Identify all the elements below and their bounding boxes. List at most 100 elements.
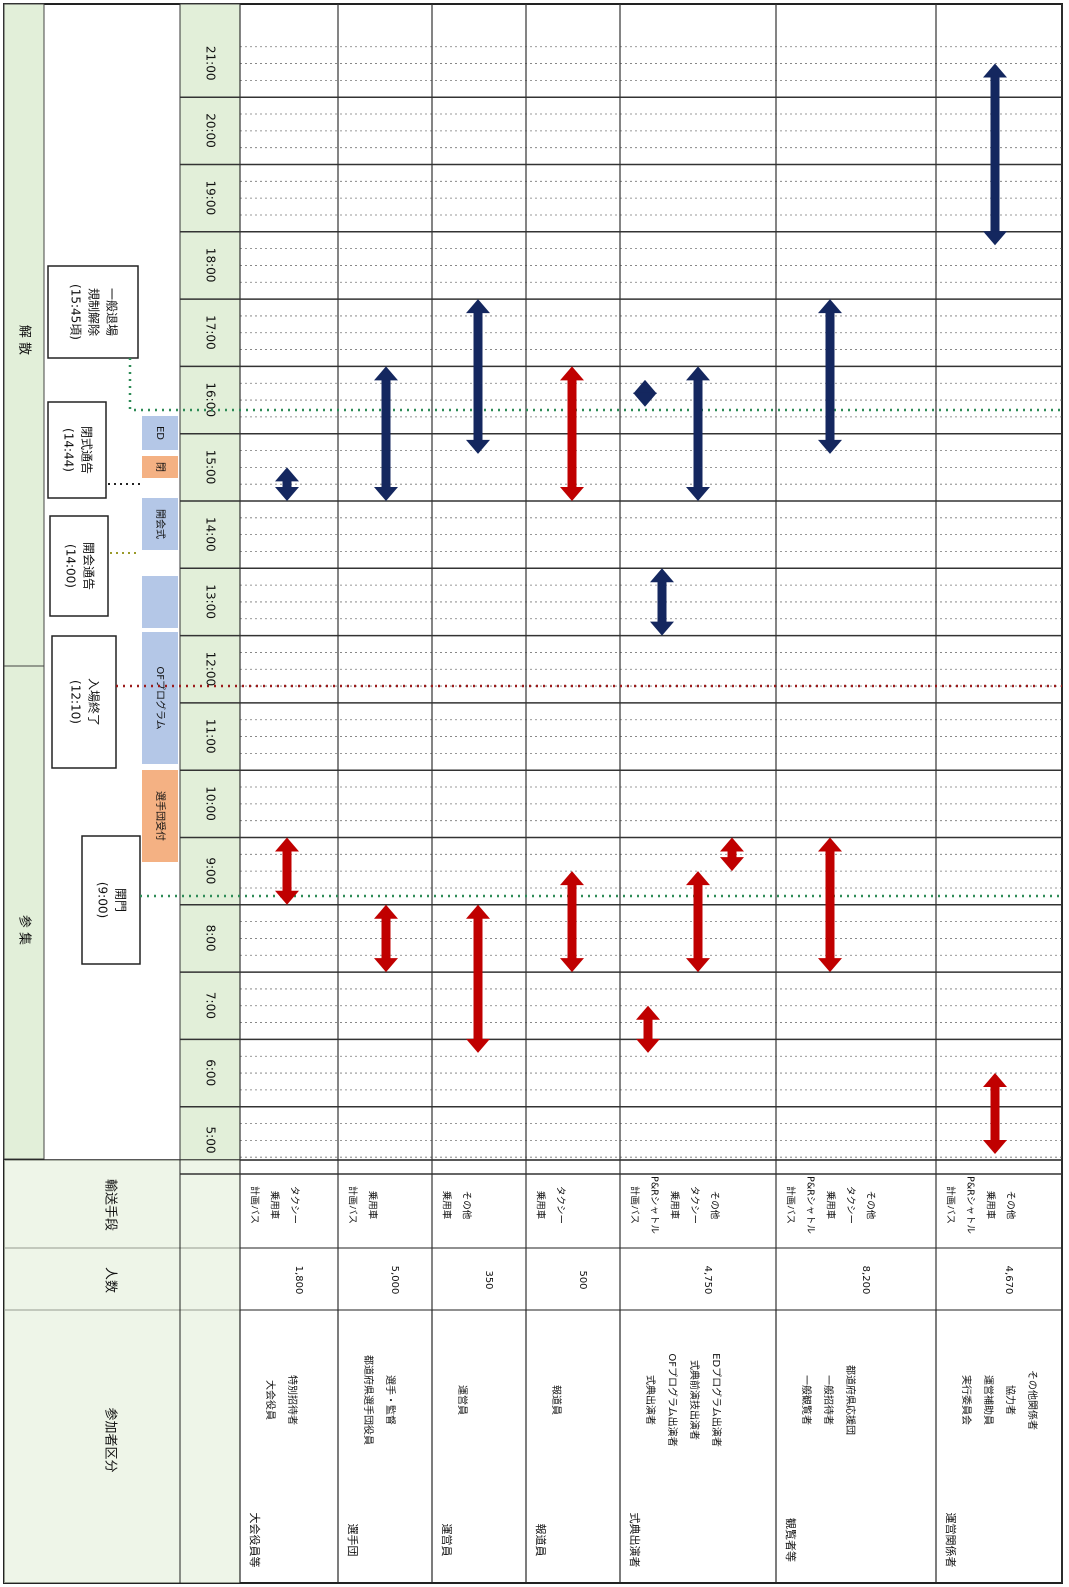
- time-arrows: [275, 63, 1007, 1154]
- time-arrow: [560, 366, 584, 501]
- row-count: 1,800: [293, 1266, 304, 1295]
- arrow-head-bottom: [650, 621, 674, 636]
- arrow-head-top: [560, 871, 584, 886]
- arrow-head-top: [686, 871, 710, 886]
- time-arrow: [818, 299, 842, 454]
- time-arrow: [650, 568, 674, 636]
- row-group-0: 大会役員等: [248, 1513, 262, 1568]
- time-label-1700: 17:00: [204, 315, 218, 350]
- row-transport: その他: [709, 1191, 721, 1220]
- table-header-bg: [4, 1160, 240, 1583]
- arrow-head-top: [374, 904, 398, 919]
- arrow-head-bottom: [374, 958, 398, 973]
- time-arrow: [275, 837, 299, 905]
- ed-bar-label: ED: [154, 426, 165, 440]
- row-transport: 計画バス: [249, 1186, 261, 1224]
- arrow-head-top: [275, 467, 299, 482]
- time-arrow: [720, 837, 744, 872]
- time-arrow: [983, 63, 1007, 246]
- arrow-head-bottom: [720, 857, 744, 872]
- opening-notice-event-text: (14:00): [64, 544, 78, 588]
- arrow-head-top: [818, 837, 842, 852]
- row-count: 4,670: [1003, 1266, 1014, 1295]
- arrow-head-bottom: [466, 439, 490, 454]
- time-arrow: [818, 837, 842, 973]
- row-transport: タクシー: [289, 1186, 300, 1224]
- time-label-1900: 19:00: [204, 181, 218, 216]
- row-count: 4,750: [702, 1266, 713, 1295]
- exit-marker-line: [128, 358, 1062, 412]
- row-count: 8,200: [860, 1266, 871, 1295]
- arrow-head-bottom: [466, 1038, 490, 1053]
- arrow-head-top: [686, 366, 710, 381]
- arrow-head-top: [633, 379, 657, 394]
- arrow-head-top: [983, 1073, 1007, 1088]
- arrow-head-bottom: [818, 958, 842, 973]
- time-label-1300: 13:00: [204, 584, 218, 619]
- row-transport: 乗用車: [367, 1191, 379, 1220]
- row-group-3: 報道員: [534, 1524, 548, 1557]
- time-label-1600: 16:00: [204, 382, 218, 417]
- arrow-head-bottom: [560, 487, 584, 501]
- time-label-600: 6:00: [204, 1059, 218, 1086]
- time-label-500: 5:00: [204, 1127, 218, 1154]
- entry-end-event-text: (12:10): [69, 680, 83, 724]
- arrow-head-bottom: [686, 487, 710, 501]
- open-event-box: [81, 835, 141, 965]
- row-transport: P&Rシャトル: [805, 1176, 816, 1234]
- time-label-900: 9:00: [204, 857, 218, 884]
- closing-bar: [142, 456, 178, 478]
- time-label-2100: 21:00: [204, 46, 218, 81]
- row-item: 協力者: [1004, 1385, 1017, 1415]
- time-label-1500: 15:00: [204, 450, 218, 485]
- arrow-head-top: [650, 568, 674, 583]
- time-label-1400: 14:00: [204, 517, 218, 552]
- time-label-1000: 10:00: [204, 786, 218, 821]
- row-transport: 計画バス: [945, 1186, 957, 1224]
- arrow-head-bottom: [633, 392, 657, 407]
- time-arrow: [636, 1005, 660, 1053]
- opening-ceremony-bar-label: 開会式: [154, 509, 167, 539]
- row-transport: P&Rシャトル: [649, 1176, 660, 1234]
- exit-event-box: [47, 265, 139, 359]
- arrow-head-bottom: [636, 1038, 660, 1053]
- arrow-head-top: [818, 299, 842, 314]
- section-before-label: 参 集: [17, 915, 33, 945]
- row-transport: 乗用車: [825, 1191, 837, 1220]
- opening-notice-event-text: 開会通告: [82, 542, 96, 590]
- closing-notice-event-box: [47, 401, 107, 499]
- time-arrow: [275, 467, 299, 501]
- time-label-1100: 11:00: [204, 719, 218, 754]
- category-header: 参加者区分: [103, 1407, 119, 1472]
- row-transport: P&Rシャトル: [965, 1176, 976, 1234]
- arrow-head-bottom: [983, 231, 1007, 246]
- event-bars: 選手団受付 OFプログラム 開会式 閉 ED: [142, 416, 178, 862]
- row-transport: その他: [461, 1191, 473, 1220]
- row-item: 運営補助員: [982, 1375, 995, 1425]
- row-transport: 乗用車: [985, 1191, 997, 1220]
- transport-header: 輸送手段: [103, 1179, 118, 1231]
- row-transport: 乗用車: [269, 1191, 281, 1220]
- time-arrow: [686, 871, 710, 973]
- row-count: 5,000: [389, 1266, 400, 1295]
- of-program-bar-label: OFプログラム: [154, 666, 167, 729]
- row-count: 500: [577, 1270, 588, 1289]
- entry-end-event-box: [51, 635, 117, 769]
- arrow-head-top: [983, 63, 1007, 78]
- time-label-1800: 18:00: [204, 248, 218, 283]
- arrow-head-bottom: [818, 439, 842, 454]
- closing-bar-label: 閉: [154, 462, 166, 472]
- time-markers: [108, 358, 1062, 898]
- time-label-2000: 20:00: [204, 113, 218, 148]
- time-arrow: [466, 299, 490, 454]
- time-column: [179, 3, 241, 1161]
- open-event-text: 開門: [114, 888, 128, 912]
- arrow-head-top: [275, 837, 299, 852]
- row-item: 式典出演者: [644, 1375, 657, 1425]
- athlete-reception-bar-label: 選手団受付: [154, 791, 167, 841]
- arrow-head-top: [466, 299, 490, 314]
- row-group-2: 運営員: [440, 1524, 454, 1557]
- arrow-head-bottom: [275, 487, 299, 501]
- ed-bar: [142, 416, 178, 450]
